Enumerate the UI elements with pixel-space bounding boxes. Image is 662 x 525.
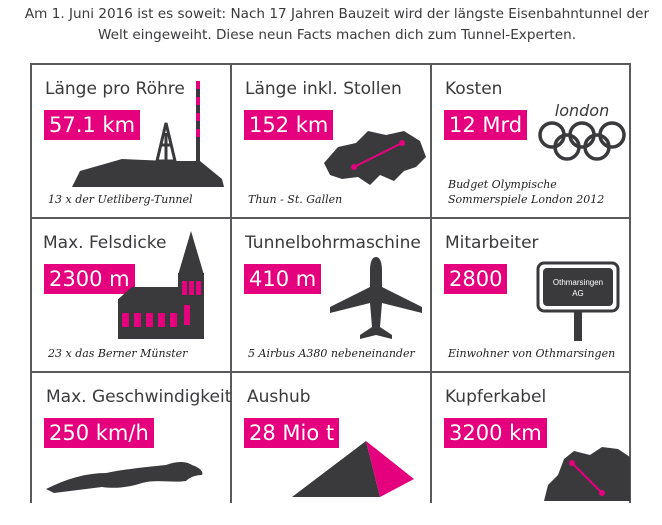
grid-divider bbox=[30, 63, 32, 503]
fact-card-copper-cable: Kupferkabel 3200 km bbox=[432, 373, 631, 525]
fact-caption: Einwohner von Othmarsingen bbox=[448, 347, 616, 360]
fact-value: 2300 m bbox=[44, 264, 135, 294]
fact-label: Aushub bbox=[247, 387, 311, 407]
fact-caption: Thun - St. Gallen bbox=[248, 193, 343, 206]
fact-label: Tunnelbohrmaschine bbox=[245, 233, 421, 253]
church-icon bbox=[118, 231, 204, 339]
fact-label: Kosten bbox=[445, 79, 503, 99]
fact-label: Länge inkl. Stollen bbox=[245, 79, 402, 99]
olympic-rings-icon: london bbox=[538, 101, 626, 161]
sign-text: AG bbox=[572, 289, 584, 298]
facts-grid: Länge pro Röhre 57.1 km 13 x der Uetlibe… bbox=[30, 63, 631, 503]
town-sign-icon: Othmarsingen AG bbox=[536, 261, 620, 341]
pyramid-icon bbox=[292, 441, 414, 497]
fact-card-max-speed: Max. Geschwindigkeit 250 km/h bbox=[32, 373, 231, 525]
mountain-tower-icon bbox=[72, 81, 224, 187]
fact-card-tunnel-boring-machine: Tunnelbohrmaschine 410 m 5 Airbus A380 n… bbox=[232, 219, 431, 371]
fact-value: 250 km/h bbox=[44, 418, 154, 448]
fact-caption: 13 x der Uetliberg-Tunnel bbox=[48, 193, 193, 206]
fact-card-costs: Kosten 12 Mrd london Budget Olympische S… bbox=[432, 65, 631, 217]
grid-divider bbox=[30, 63, 631, 65]
intro-text: Am 1. Juni 2016 ist es soweit: Nach 17 J… bbox=[24, 6, 650, 43]
fact-value: 410 m bbox=[244, 264, 322, 294]
fact-label: Kupferkabel bbox=[445, 387, 547, 407]
sign-text: Othmarsingen bbox=[553, 278, 603, 287]
fact-value: 2800 bbox=[444, 264, 508, 294]
fact-card-employees: Mitarbeiter 2800 Othmarsingen AG Einwohn… bbox=[432, 219, 631, 371]
fact-label: Länge pro Röhre bbox=[45, 79, 185, 99]
switzerland-map-icon bbox=[324, 131, 426, 185]
fact-value: 12 Mrd bbox=[444, 110, 528, 140]
fact-card-excavation: Aushub 28 Mio t bbox=[232, 373, 431, 525]
fact-card-length-incl-galleries: Länge inkl. Stollen 152 km Thun - St. Ga… bbox=[232, 65, 431, 217]
europe-map-icon bbox=[544, 447, 630, 501]
grid-divider bbox=[230, 63, 232, 503]
fact-label: Max. Geschwindigkeit bbox=[46, 387, 231, 407]
fact-caption: Budget Olympische bbox=[448, 178, 557, 191]
cheetah-icon bbox=[46, 462, 203, 493]
grid-divider bbox=[30, 371, 631, 373]
fact-label: Max. Felsdicke bbox=[43, 233, 167, 253]
grid-divider bbox=[430, 63, 432, 503]
fact-card-length-per-tube: Länge pro Röhre 57.1 km 13 x der Uetlibe… bbox=[32, 65, 231, 217]
fact-label: Mitarbeiter bbox=[445, 233, 539, 253]
fact-caption: 23 x das Berner Münster bbox=[48, 347, 188, 360]
grid-divider bbox=[629, 63, 631, 503]
fact-value: 3200 km bbox=[444, 418, 547, 448]
london-logo-text: london bbox=[555, 101, 609, 120]
grid-divider bbox=[30, 217, 631, 219]
fact-caption: 5 Airbus A380 nebeneinander bbox=[248, 347, 415, 360]
fact-value: 28 Mio t bbox=[244, 418, 340, 448]
airplane-icon bbox=[330, 257, 422, 339]
fact-card-max-rock-thickness: Max. Felsdicke 2300 m 23 x das Berner Mü… bbox=[32, 219, 231, 371]
fact-caption: Sommerspiele London 2012 bbox=[448, 193, 605, 206]
fact-value: 57.1 km bbox=[44, 110, 141, 140]
fact-value: 152 km bbox=[244, 110, 334, 140]
